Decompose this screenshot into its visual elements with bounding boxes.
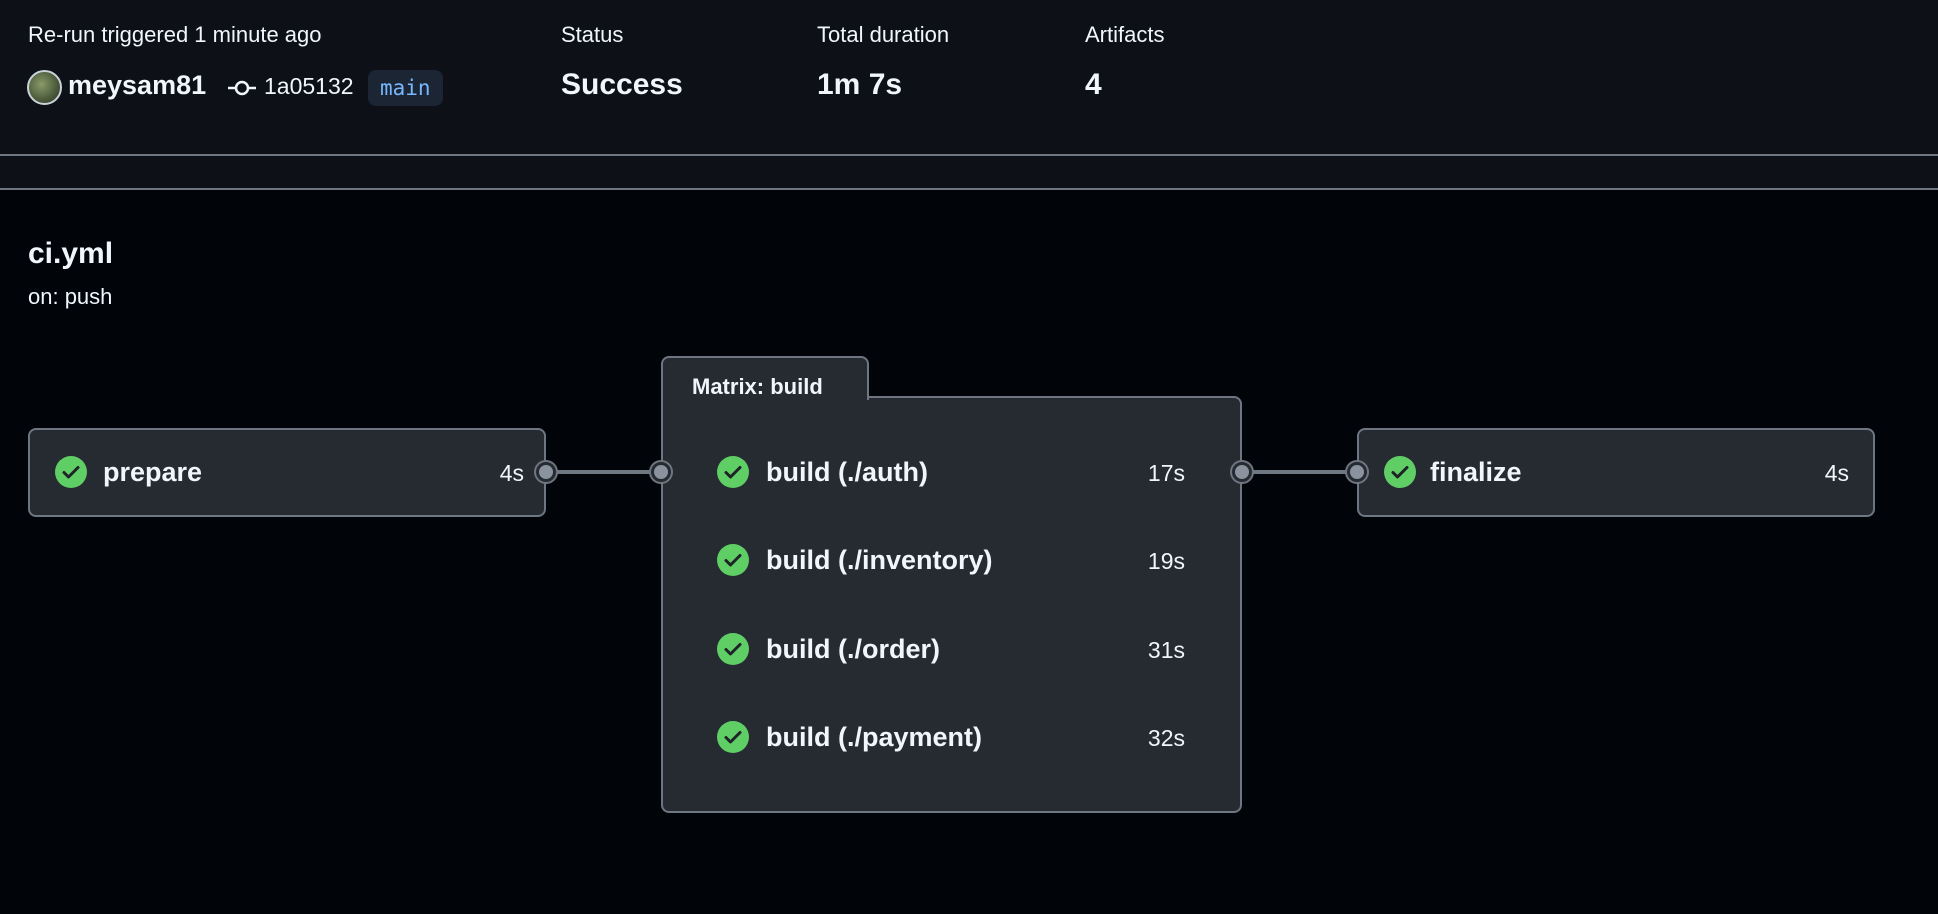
artifacts-value[interactable]: 4 [1085, 68, 1102, 101]
job-finalize[interactable]: finalize 4s [1357, 428, 1875, 517]
success-check-icon [55, 456, 87, 488]
avatar[interactable] [27, 70, 62, 105]
branch-badge[interactable]: main [368, 70, 443, 106]
job-name: build (./order) [766, 634, 940, 664]
duration-label: Total duration [817, 22, 950, 47]
username-link[interactable]: meysam81 [68, 70, 207, 100]
divider [0, 154, 1938, 156]
success-check-icon [717, 456, 749, 488]
artifacts-label: Artifacts [1085, 22, 1165, 47]
matrix-job-row[interactable]: build (./order) 31s [700, 619, 1220, 679]
job-name: build (./inventory) [766, 545, 993, 575]
job-duration: 4s [1824, 460, 1849, 486]
success-check-icon [717, 721, 749, 753]
connector-line [1252, 470, 1362, 474]
job-duration: 17s [1147, 460, 1185, 486]
status-label: Status [561, 22, 624, 47]
job-prepare[interactable]: prepare 4s [28, 428, 546, 517]
status-value: Success [561, 68, 683, 101]
success-check-icon [717, 633, 749, 665]
job-duration: 19s [1147, 548, 1185, 574]
workflow-file: ci.yml [28, 237, 114, 270]
connector-dot [1232, 462, 1252, 482]
job-name: build (./payment) [766, 722, 982, 752]
matrix-title[interactable]: Matrix: build [692, 374, 823, 399]
connector-dot [1347, 462, 1367, 482]
connector-dot [536, 462, 556, 482]
matrix-job-row[interactable]: build (./payment) 32s [700, 707, 1220, 767]
success-check-icon [717, 544, 749, 576]
workflow-trigger: on: push [28, 284, 113, 309]
connector-line [556, 470, 666, 474]
tab-joint [663, 392, 867, 400]
job-duration: 4s [499, 460, 524, 486]
commit-sha-link[interactable]: 1a05132 [264, 73, 354, 99]
job-duration: 31s [1147, 637, 1185, 663]
run-summary-header [0, 0, 1938, 189]
git-commit-icon [228, 80, 256, 96]
job-name: finalize [1430, 457, 1522, 487]
trigger-text: Re-run triggered 1 minute ago [28, 22, 322, 47]
matrix-build-group [661, 396, 1242, 813]
job-name: build (./auth) [766, 457, 928, 487]
duration-value: 1m 7s [817, 68, 903, 101]
job-duration: 32s [1147, 725, 1185, 751]
job-name: prepare [103, 457, 203, 487]
success-check-icon [1384, 456, 1416, 488]
connector-dot [651, 462, 671, 482]
divider [0, 188, 1938, 190]
matrix-job-row[interactable]: build (./auth) 17s [700, 442, 1220, 502]
matrix-job-row[interactable]: build (./inventory) 19s [700, 530, 1220, 590]
